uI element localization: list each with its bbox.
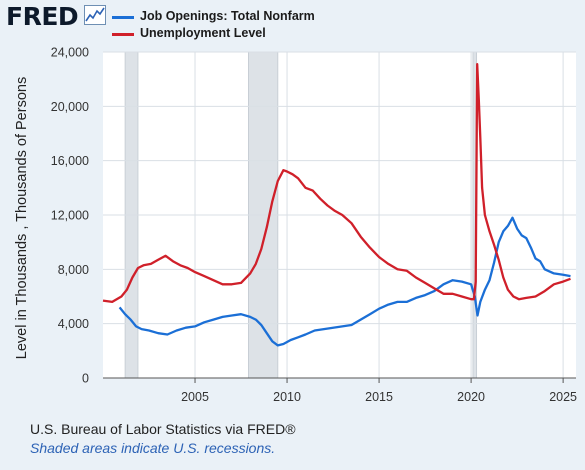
series-line [118,216,571,347]
axes: 0 4,000 8,000 12,000 16,000 20,000 24,000 2005 2… [51,46,577,405]
y-tick-label: 12,000 [51,209,89,223]
series-line [102,63,571,304]
chart-header: FRED Job Openings: Total Nonfarm Unemplo… [0,0,585,48]
x-tick-label: 2025 [549,390,577,404]
chart-footer: U.S. Bureau of Labor Statistics via FRED… [30,421,296,456]
legend-label-unemployment: Unemployment Level [140,26,266,40]
y-tick-label: 4,000 [58,317,89,331]
line-chart-icon [84,5,106,25]
gridlines [103,51,576,378]
y-tick-label: 8,000 [58,263,89,277]
legend-swatch-job-openings [112,16,134,19]
source-text: U.S. Bureau of Labor Statistics via FRED… [30,421,296,437]
legend-label-job-openings: Job Openings: Total Nonfarm [140,9,315,23]
series-lines [102,63,571,347]
y-tick-label: 24,000 [51,46,89,60]
legend-swatch-unemployment [112,33,134,36]
y-tick-label: 0 [82,372,89,386]
x-tick-label: 2020 [457,390,485,404]
y-axis-label: Level in Thousands , Thousands of Person… [14,77,30,359]
chart: 0 4,000 8,000 12,000 16,000 20,000 24,000 2005 2… [14,46,577,405]
y-tick-label: 20,000 [51,100,89,114]
x-tick-label: 2010 [273,390,301,404]
recession-note: Shaded areas indicate U.S. recessions. [30,440,276,456]
x-tick-label: 2015 [365,390,393,404]
x-tick-label: 2005 [181,390,209,404]
fred-logo[interactable]: FRED [6,2,79,31]
y-tick-label: 16,000 [51,154,89,168]
